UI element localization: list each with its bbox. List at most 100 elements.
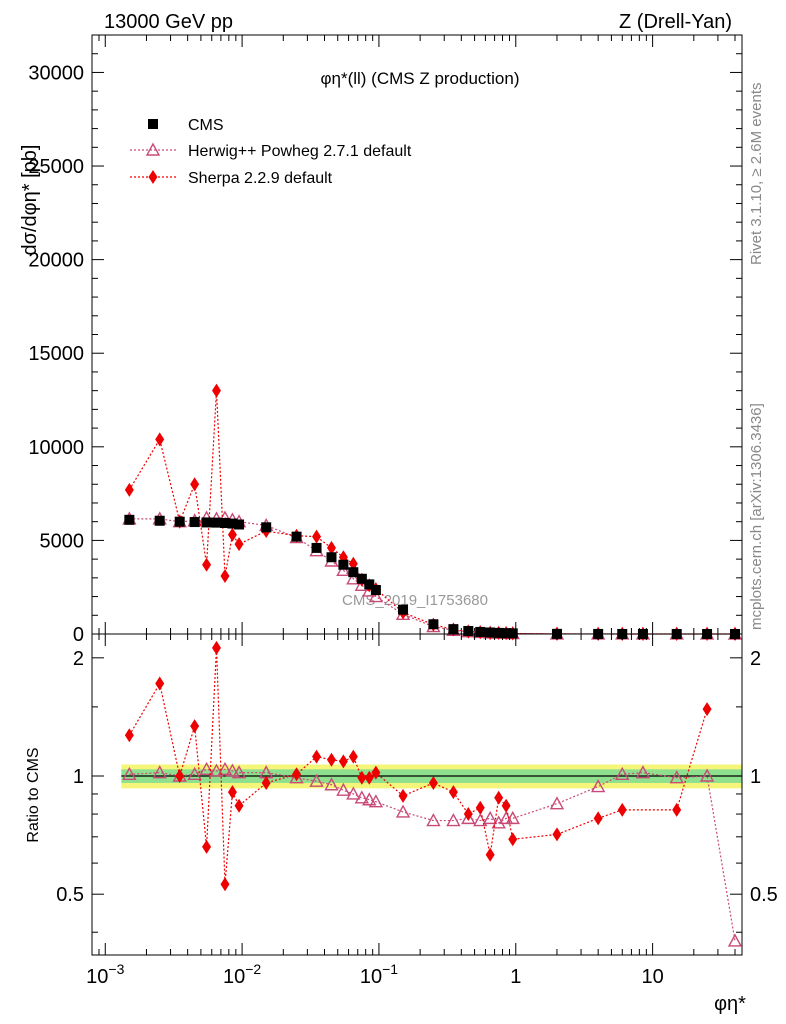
ratio-herwig-point-marker (152, 765, 167, 779)
ratio-sherpa-point-marker (227, 785, 237, 800)
cms-data-point-marker (493, 627, 504, 638)
legend-entry: Sherpa 2.2.9 default (188, 170, 333, 187)
ratio-herwig-point-marker (482, 810, 498, 825)
cms-data-point-marker (326, 552, 337, 563)
ratio-herwig-point-marker (426, 813, 441, 827)
ratio-herwig-point-marker (699, 768, 715, 782)
legend-entry: Herwig++ Powheg 2.7.1 default (188, 143, 412, 160)
ratio-herwig-point-marker (446, 813, 461, 827)
ratio-herwig-point-marker (461, 810, 476, 825)
sherpa-point-marker (211, 383, 221, 398)
cms-data-point-marker (261, 522, 272, 533)
cms-data-point-marker (501, 628, 512, 639)
ratio-x-tick-label: 10−2 (223, 961, 261, 988)
ratio-sherpa-point-marker (124, 728, 134, 743)
ratio-sherpa-point-marker (702, 702, 712, 717)
cms-data-point-marker (448, 624, 459, 635)
ratio-sherpa-point-marker (190, 719, 200, 734)
ratio-y-axis-label: Ratio to CMS (25, 747, 42, 842)
main-y-tick-label: 20000 (28, 250, 84, 272)
cms-data-point-marker (370, 585, 381, 596)
main-plot-title: φη*(ll) (CMS Z production) (320, 69, 519, 88)
ratio-sherpa-point-marker (475, 800, 485, 815)
ratio-y-tick-label: 2 (73, 648, 84, 670)
ratio-x-tick-label: 10−3 (86, 961, 124, 988)
cms-data-point-marker (124, 514, 135, 525)
ratio-sherpa-point-marker (211, 640, 221, 655)
ratio-y-tick-label-right: 0.5 (750, 884, 778, 906)
ratio-herwig-point-marker (669, 770, 684, 784)
header-right-label: Z (Drell-Yan) (619, 11, 732, 33)
legend-marker (145, 142, 161, 156)
cms-data-point-marker (211, 517, 222, 528)
ratio-herwig-point-marker (549, 796, 565, 810)
cms-data-point-marker (201, 517, 212, 528)
ratio-herwig-point-marker (231, 765, 247, 779)
ratio-herwig-point-marker (309, 773, 324, 787)
ratio-sherpa-point-marker (220, 877, 230, 892)
ratio-y-tick-label-right: 1 (750, 766, 761, 788)
sherpa-point-marker (155, 432, 165, 447)
ratio-sherpa-point-marker (175, 769, 185, 784)
ratio-sherpa-point-marker (508, 832, 518, 847)
ratio-sherpa-point-marker (155, 676, 165, 691)
main-y-tick-label: 30000 (28, 62, 84, 84)
cms-data-point-marker (364, 579, 375, 590)
sherpa-point-marker (312, 529, 322, 544)
sherpa-point-marker (190, 477, 200, 492)
ratio-frame (91, 633, 743, 956)
ratio-herwig-point-marker (225, 763, 240, 777)
cms-data-point-marker (507, 628, 518, 639)
main-y-tick-label: 0 (73, 624, 84, 646)
main-y-tick-label: 5000 (40, 530, 85, 552)
cms-data-point-marker (291, 531, 302, 542)
main-y-tick-label: 25000 (28, 156, 84, 178)
ratio-x-axis-label: φη* (714, 993, 746, 1015)
header-left-label: 13000 GeV pp (104, 11, 233, 33)
cms-data-point-marker (220, 517, 231, 528)
ratio-sherpa-point-marker (261, 775, 271, 790)
ratio-herwig-point-marker (362, 792, 377, 806)
ratio-y-tick-label: 0.5 (56, 884, 84, 906)
ratio-sherpa-point-marker (552, 827, 562, 842)
cms-data-point-marker (485, 627, 496, 638)
herwig-point-marker (336, 562, 351, 577)
ratio-sherpa-point-marker (398, 788, 408, 803)
herwig-point-line (129, 517, 736, 635)
ratio-herwig-point-marker (491, 815, 506, 829)
ratio-herwig-point-marker (324, 777, 339, 791)
cms-data-point-marker (428, 619, 439, 630)
ratio-sherpa-point-marker (234, 798, 244, 813)
main-panel: 5000 10000 15000 20000 25000 30000 0 dσ/dφη* [p… (19, 34, 743, 646)
ratio-panel: 0.5 0.5 1 1 2 2 10−3 10−2 10−1 1 10 Ratio to CMS φη* (25, 633, 778, 1015)
ratio-herwig-point-marker (187, 766, 202, 781)
sherpa-point-marker (234, 537, 244, 552)
herwig-point-marker (368, 589, 384, 603)
ratio-herwig-point-marker (727, 933, 743, 947)
ratio-sherpa-point-marker (202, 839, 212, 854)
ratio-x-tick-label: 1 (510, 966, 521, 988)
ratio-sherpa-point-marker (617, 802, 627, 817)
cms-data-point-marker (227, 518, 238, 529)
ratio-sherpa-point-marker (485, 847, 495, 862)
ratio-y-tick-label: 1 (73, 766, 84, 788)
ratio-herwig-point-marker (209, 763, 224, 777)
cms-data-point-marker (475, 626, 486, 637)
ratio-herwig-point-line (129, 768, 736, 942)
ratio-sherpa-point-marker (672, 802, 682, 817)
rivet-version-label: Rivet 3.1.10, ≥ 2.6M events (748, 83, 765, 266)
ratio-sherpa-point-marker (463, 807, 473, 822)
ratio-herwig-point-marker (289, 770, 304, 784)
cms-data-point-marker (463, 626, 474, 637)
ratio-sherpa-point-marker (494, 790, 504, 805)
cms-data-point-marker (356, 573, 367, 584)
ratio-sherpa-point-marker (357, 770, 367, 785)
sherpa-point-marker (124, 482, 134, 497)
ratio-sherpa-point-marker (326, 752, 336, 767)
cms-data-point-marker (338, 559, 349, 570)
ratio-herwig-point-marker (217, 761, 233, 776)
ratio-sherpa-point-marker (501, 798, 511, 813)
sherpa-point-marker (220, 568, 230, 583)
ratio-herwig-point-marker (590, 779, 606, 793)
